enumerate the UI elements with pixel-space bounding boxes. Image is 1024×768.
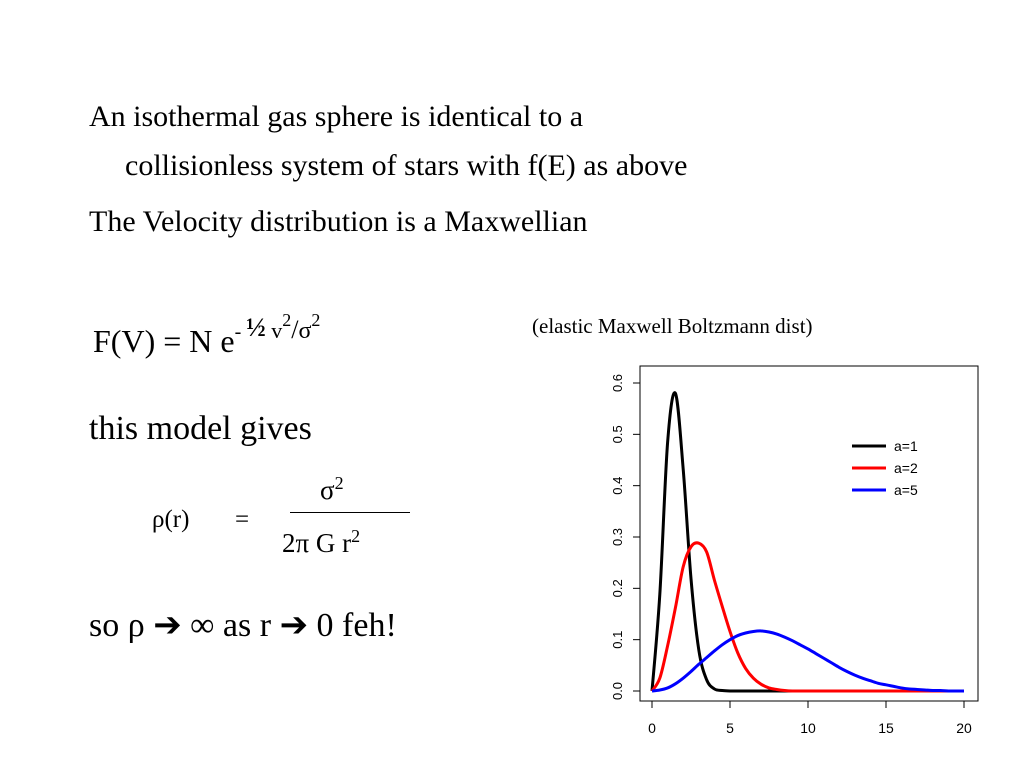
maxwell-boltzmann-chart: 0.0 0.1 0.2 0.3 0.4 0.5 0.6 0 5 10 15 20 a=1 a=2 a=5 — [610, 365, 979, 736]
series-line-3 — [651, 629, 964, 693]
legend-label-2: a=2 — [894, 460, 918, 476]
equation-note: (elastic Maxwell Boltzmann dist) — [532, 314, 813, 338]
fraction-bar — [290, 512, 410, 513]
y-tick-label: 0.0 — [610, 682, 625, 700]
legend-label-1: a=1 — [894, 438, 918, 454]
equation-lhs: F(V) = N e — [93, 323, 235, 359]
density-denominator: 2π G r2 — [282, 527, 360, 559]
y-tick-label: 0.5 — [610, 425, 625, 443]
equation-exp-sigma: σ — [298, 318, 312, 344]
plot-frame — [639, 365, 979, 702]
density-equals: = — [235, 506, 250, 533]
density-lhs: ρ(r) — [152, 506, 190, 533]
series-line-2 — [650, 541, 964, 693]
x-tick-label: 15 — [878, 720, 894, 736]
equation-exp-slash: / — [291, 315, 299, 344]
equation-exp-v-squared: 2 — [282, 310, 292, 330]
equation-exp-minus: - — [234, 321, 247, 343]
x-tick-label: 10 — [800, 720, 816, 736]
maxwellian-equation: F(V) = N e- ½ v2/σ2 — [93, 300, 320, 361]
y-tick-label: 0.4 — [610, 477, 625, 495]
equation-exp-half: ½ — [246, 313, 266, 342]
density-numerator-exponent: 2 — [334, 473, 344, 493]
density-denominator-text: 2π G r — [282, 528, 352, 558]
equation-exp-sigma-squared: 2 — [311, 310, 321, 330]
x-tick-label: 5 — [726, 720, 734, 736]
density-denominator-exponent: 2 — [351, 526, 361, 546]
bullet-velocity-distribution: The Velocity distribution is a Maxwellia… — [89, 205, 588, 238]
x-tick-label: 20 — [956, 720, 972, 736]
equation-exp-v: v — [265, 318, 283, 343]
bullet-isothermal-line2: collisionless system of stars with f(E) … — [125, 149, 688, 182]
y-tick-label: 0.1 — [610, 631, 625, 649]
y-tick-label: 0.6 — [610, 374, 625, 392]
density-numerator-sigma: σ — [320, 475, 335, 505]
legend-label-3: a=5 — [894, 482, 918, 498]
density-numerator: σ2 — [320, 474, 344, 506]
bullet-isothermal-line1: An isothermal gas sphere is identical to… — [89, 100, 584, 133]
x-tick-label: 0 — [648, 720, 656, 736]
y-tick-label: 0.2 — [610, 579, 625, 597]
y-tick-label: 0.3 — [610, 528, 625, 546]
conclusion-text: so ρ ➔ ∞ as r ➔ 0 feh! — [89, 607, 397, 644]
model-gives-text: this model gives — [89, 410, 312, 447]
